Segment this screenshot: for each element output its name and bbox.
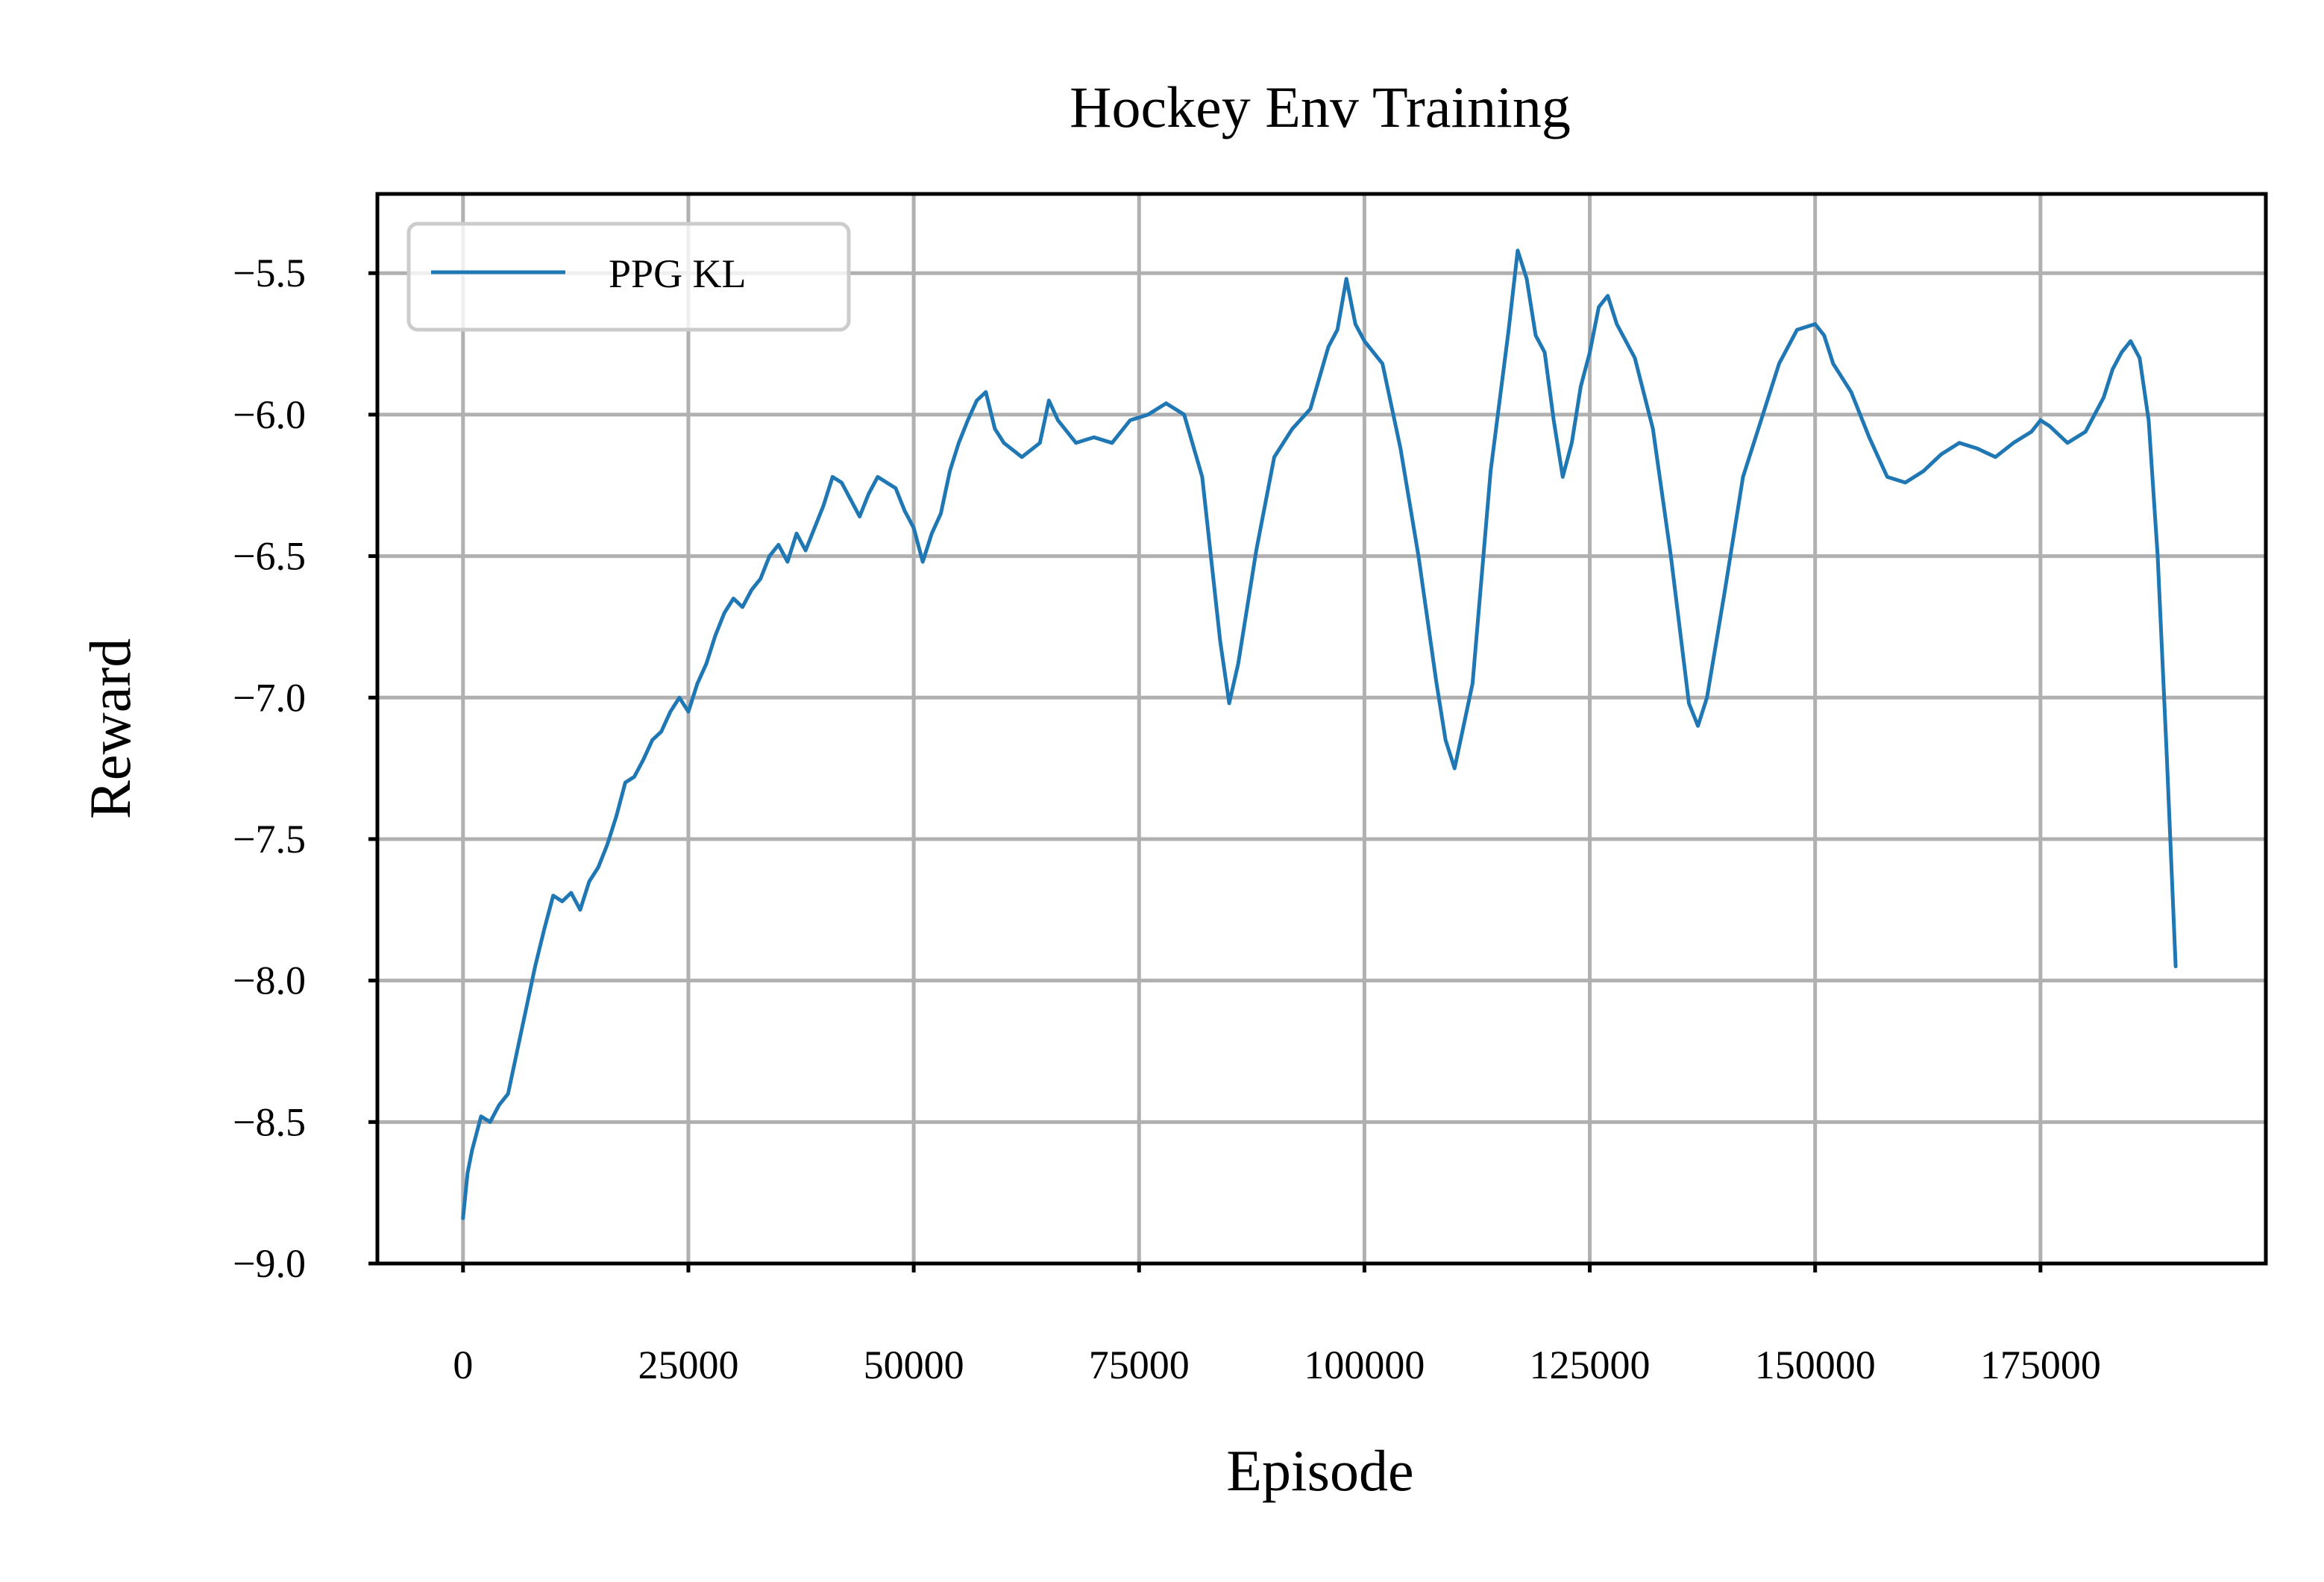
x-tick-label: 50000 (864, 1343, 964, 1387)
y-tick-label: −7.5 (233, 817, 306, 861)
chart-title: Hockey Env Training (1070, 75, 1571, 139)
x-tick-label: 75000 (1089, 1343, 1190, 1387)
series-layer (461, 248, 2178, 1220)
x-tick-label: 175000 (1980, 1343, 2101, 1387)
x-tick-label: 0 (453, 1343, 473, 1387)
x-tick-label: 100000 (1304, 1343, 1425, 1387)
x-tick-label: 150000 (1755, 1343, 1876, 1387)
series-line-ppg-kl (461, 248, 2178, 1220)
x-tick-label: 125000 (1530, 1343, 1651, 1387)
x-tick-label: 25000 (638, 1343, 738, 1387)
legend-label-ppg-kl: PPG KL (609, 251, 747, 296)
x-axis-ticks: 0 25000 50000 75000 100000 125000 150000 175000 (453, 1264, 2101, 1387)
y-tick-label: −6.0 (233, 392, 306, 437)
y-axis-label: Reward (78, 638, 142, 820)
y-tick-label: −8.5 (233, 1099, 306, 1144)
grid (377, 194, 2266, 1266)
legend: PPG KL (406, 222, 851, 332)
y-tick-label: −7.0 (233, 675, 306, 720)
legend-box (406, 222, 851, 332)
y-tick-label: −5.5 (233, 251, 306, 295)
y-tick-label: −6.5 (233, 534, 306, 579)
plot-frame (375, 192, 2268, 1266)
y-tick-label: −9.0 (233, 1241, 306, 1286)
y-axis-ticks: −9.0 −8.5 −8.0 −7.5 −7.0 −6.5 −6.0 −5.5 (233, 251, 377, 1286)
x-axis-label: Episode (1226, 1438, 1413, 1503)
y-tick-label: −8.0 (233, 958, 306, 1003)
